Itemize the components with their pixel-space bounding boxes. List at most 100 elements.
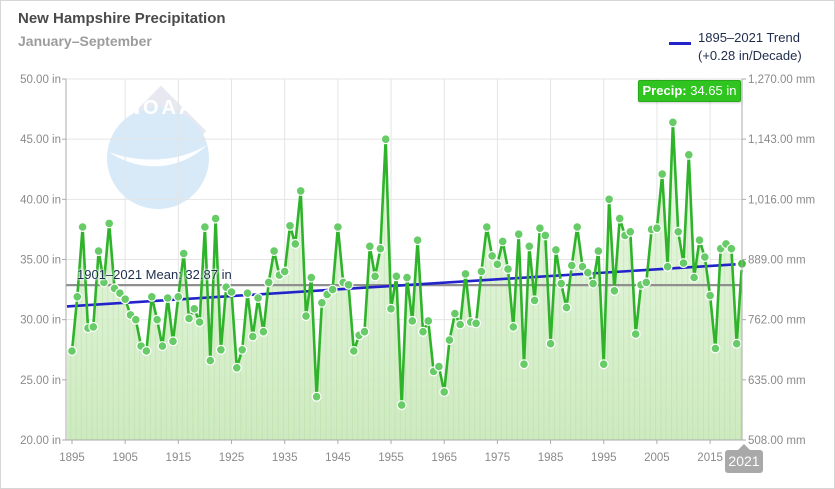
data-point[interactable] bbox=[162, 293, 173, 304]
data-point[interactable] bbox=[561, 302, 572, 313]
data-point[interactable] bbox=[529, 295, 540, 306]
data-point[interactable] bbox=[726, 243, 737, 254]
data-point[interactable] bbox=[550, 244, 561, 255]
data-point[interactable] bbox=[247, 331, 258, 342]
data-point[interactable] bbox=[285, 220, 296, 231]
data-point[interactable] bbox=[657, 169, 668, 180]
data-point[interactable] bbox=[694, 235, 705, 246]
data-point[interactable] bbox=[210, 213, 221, 224]
data-point[interactable] bbox=[375, 243, 386, 254]
data-point[interactable] bbox=[699, 252, 710, 263]
data-point[interactable] bbox=[556, 278, 567, 289]
data-point[interactable] bbox=[386, 303, 397, 314]
data-point[interactable] bbox=[120, 294, 131, 305]
data-point[interactable] bbox=[215, 344, 226, 355]
data-point[interactable] bbox=[146, 291, 157, 302]
data-point[interactable] bbox=[370, 271, 381, 282]
data-point[interactable] bbox=[104, 218, 115, 229]
data-point[interactable] bbox=[534, 223, 545, 234]
data-point[interactable] bbox=[199, 222, 210, 233]
data-point[interactable] bbox=[439, 386, 450, 397]
data-point[interactable] bbox=[518, 359, 529, 370]
data-point[interactable] bbox=[651, 223, 662, 234]
data-point[interactable] bbox=[503, 264, 514, 275]
data-point[interactable] bbox=[460, 268, 471, 279]
data-point[interactable] bbox=[279, 266, 290, 277]
data-point[interactable] bbox=[311, 391, 322, 402]
data-point[interactable] bbox=[157, 341, 168, 352]
data-point[interactable] bbox=[487, 250, 498, 261]
data-point[interactable] bbox=[667, 117, 678, 128]
data-point[interactable] bbox=[184, 313, 195, 324]
data-point[interactable] bbox=[455, 319, 466, 330]
data-point[interactable] bbox=[614, 213, 625, 224]
data-point[interactable] bbox=[492, 259, 503, 270]
data-point[interactable] bbox=[572, 222, 583, 233]
data-point[interactable] bbox=[242, 288, 253, 299]
data-point[interactable] bbox=[130, 314, 141, 325]
data-point[interactable] bbox=[540, 230, 551, 241]
data-point[interactable] bbox=[476, 266, 487, 277]
data-point[interactable] bbox=[173, 291, 184, 302]
data-point[interactable] bbox=[194, 317, 205, 328]
data-point[interactable] bbox=[598, 359, 609, 370]
data-point[interactable] bbox=[301, 311, 312, 322]
data-point[interactable] bbox=[705, 290, 716, 301]
data-point[interactable] bbox=[141, 346, 152, 357]
data-point[interactable] bbox=[662, 261, 673, 272]
data-point[interactable] bbox=[545, 338, 556, 349]
data-point[interactable] bbox=[269, 246, 280, 257]
data-point[interactable] bbox=[66, 346, 77, 357]
data-point[interactable] bbox=[588, 278, 599, 289]
data-point[interactable] bbox=[678, 258, 689, 269]
data-point[interactable] bbox=[625, 226, 636, 237]
data-point[interactable] bbox=[231, 362, 242, 373]
data-point[interactable] bbox=[407, 315, 418, 326]
data-point[interactable] bbox=[178, 248, 189, 259]
data-point[interactable] bbox=[710, 343, 721, 354]
data-point[interactable] bbox=[327, 284, 338, 295]
data-point[interactable] bbox=[332, 222, 343, 233]
data-point[interactable] bbox=[72, 291, 83, 302]
data-point[interactable] bbox=[471, 318, 482, 329]
data-point[interactable] bbox=[418, 326, 429, 337]
data-point[interactable] bbox=[481, 222, 492, 233]
data-point[interactable] bbox=[253, 293, 264, 304]
data-point[interactable] bbox=[263, 277, 274, 288]
data-point[interactable] bbox=[402, 272, 413, 283]
data-point[interactable] bbox=[604, 194, 615, 205]
data-point[interactable] bbox=[412, 235, 423, 246]
data-point[interactable] bbox=[226, 287, 237, 298]
data-point[interactable] bbox=[98, 277, 109, 288]
data-point[interactable] bbox=[391, 271, 402, 282]
data-point[interactable] bbox=[237, 344, 248, 355]
data-point[interactable] bbox=[258, 326, 269, 337]
data-point[interactable] bbox=[380, 134, 391, 145]
data-point[interactable] bbox=[593, 246, 604, 257]
data-point[interactable] bbox=[93, 246, 104, 257]
data-point[interactable] bbox=[152, 314, 163, 325]
data-point[interactable] bbox=[295, 185, 306, 196]
data-point[interactable] bbox=[433, 361, 444, 372]
data-point[interactable] bbox=[359, 326, 370, 337]
data-point[interactable] bbox=[343, 279, 354, 290]
data-point[interactable] bbox=[524, 241, 535, 252]
data-point[interactable] bbox=[396, 400, 407, 411]
data-point[interactable] bbox=[306, 272, 317, 283]
data-point[interactable] bbox=[423, 315, 434, 326]
data-point[interactable] bbox=[88, 321, 99, 332]
data-point[interactable] bbox=[689, 272, 700, 283]
data-point[interactable] bbox=[449, 308, 460, 319]
data-point[interactable] bbox=[168, 336, 179, 347]
data-point[interactable] bbox=[348, 346, 359, 357]
data-point[interactable] bbox=[290, 238, 301, 249]
data-point[interactable] bbox=[364, 241, 375, 252]
data-point[interactable] bbox=[205, 355, 216, 366]
data-point[interactable] bbox=[497, 236, 508, 247]
data-point[interactable] bbox=[673, 226, 684, 237]
data-point[interactable] bbox=[566, 260, 577, 271]
data-point[interactable] bbox=[77, 222, 88, 233]
data-point[interactable] bbox=[683, 149, 694, 160]
data-point[interactable] bbox=[316, 297, 327, 308]
data-point[interactable] bbox=[189, 303, 200, 314]
